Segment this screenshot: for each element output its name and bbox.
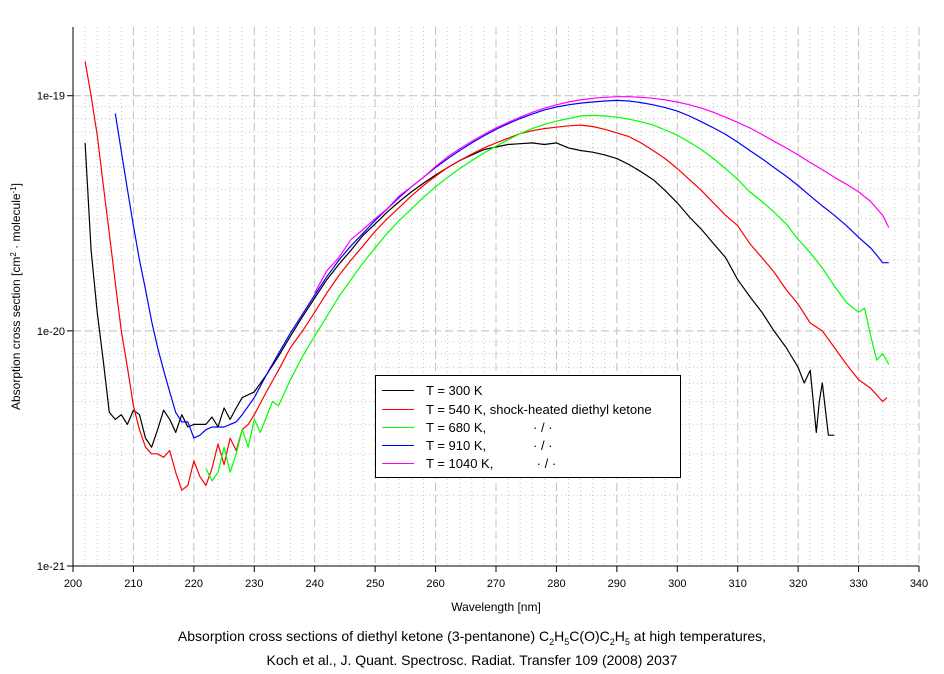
y-tick-label: 1e-20 <box>37 326 65 338</box>
caption-formula: 2H5C(O)C2H5 <box>549 628 630 647</box>
caption-suffix: at high temperatures, <box>629 628 767 644</box>
ticks: 200 210 220 230 240 250 260 270 280 290 300 310 320 3… <box>37 91 928 590</box>
legend-swatch <box>382 426 414 428</box>
series-line-3 <box>114 99 889 439</box>
formula-subscript: 5 <box>624 636 630 647</box>
legend-item: T = 680 K, · / · <box>382 418 553 436</box>
x-tick-label: 220 <box>185 578 203 590</box>
y-label-main: Absorption cross section [cm <box>9 257 23 410</box>
formula-text: H <box>554 628 565 644</box>
legend-item: T = 910 K, · / · <box>382 436 553 454</box>
axes <box>67 27 919 572</box>
legend-label: T = 540 K, shock-heated diethyl ketone <box>426 401 652 417</box>
formula-text: C(O)C <box>569 628 610 644</box>
caption-prefix: Absorption cross sections of diethyl ket… <box>177 628 550 644</box>
legend-label: T = 300 K <box>426 382 483 398</box>
legend-swatch <box>382 462 414 464</box>
formula-subscript: 2 <box>549 636 555 647</box>
x-tick-label: 210 <box>124 578 142 590</box>
x-tick-label: 270 <box>487 578 505 590</box>
x-tick-label: 230 <box>245 578 263 590</box>
legend-item: T = 300 K <box>382 381 483 399</box>
legend-swatch <box>382 389 414 391</box>
series-layer <box>84 61 890 491</box>
x-tick-label: 310 <box>729 578 747 590</box>
y-label-mid: · molecule <box>9 193 23 252</box>
formula-text: H <box>614 628 625 644</box>
grid <box>73 27 920 566</box>
legend-label: T = 1040 K, · / · <box>426 455 557 471</box>
legend: T = 300 K T = 540 K, shock-heated diethy… <box>375 375 681 478</box>
caption-line-1: Absorption cross sections of diethyl ket… <box>0 628 944 647</box>
y-label-end: ] <box>9 183 23 186</box>
x-tick-label: 200 <box>64 578 82 590</box>
x-tick-label: 340 <box>910 578 928 590</box>
x-tick-label: 320 <box>789 578 807 590</box>
formula-subscript: 5 <box>564 636 570 647</box>
x-tick-label: 330 <box>849 578 867 590</box>
series-line-4 <box>314 96 890 294</box>
series-line-2 <box>205 114 890 482</box>
y-label-sup1: 2 <box>9 252 18 257</box>
x-tick-label: 250 <box>366 578 384 590</box>
formula-subscript: 2 <box>609 636 615 647</box>
x-tick-label: 280 <box>547 578 565 590</box>
x-axis-label: Wavelength [nm] <box>451 600 541 614</box>
legend-item: T = 540 K, shock-heated diethyl ketone <box>382 400 652 418</box>
caption-line-2: Koch et al., J. Quant. Spectrosc. Radiat… <box>266 652 678 668</box>
x-tick-label: 300 <box>668 578 686 590</box>
y-tick-label: 1e-19 <box>37 91 65 103</box>
x-tick-label: 240 <box>306 578 324 590</box>
legend-swatch <box>382 444 414 446</box>
y-label-sup2: -1 <box>9 186 18 194</box>
y-axis-label: Absorption cross section [cm2 · molecule… <box>9 183 24 410</box>
legend-label: T = 680 K, · / · <box>426 419 553 435</box>
x-tick-label: 290 <box>608 578 626 590</box>
legend-label: T = 910 K, · / · <box>426 437 553 453</box>
series-line-0 <box>84 142 835 448</box>
series-line-1 <box>84 61 888 491</box>
legend-item: T = 1040 K, · / · <box>382 454 556 472</box>
y-tick-label: 1e-21 <box>37 561 65 573</box>
x-tick-label: 260 <box>426 578 444 590</box>
legend-swatch <box>382 408 414 410</box>
